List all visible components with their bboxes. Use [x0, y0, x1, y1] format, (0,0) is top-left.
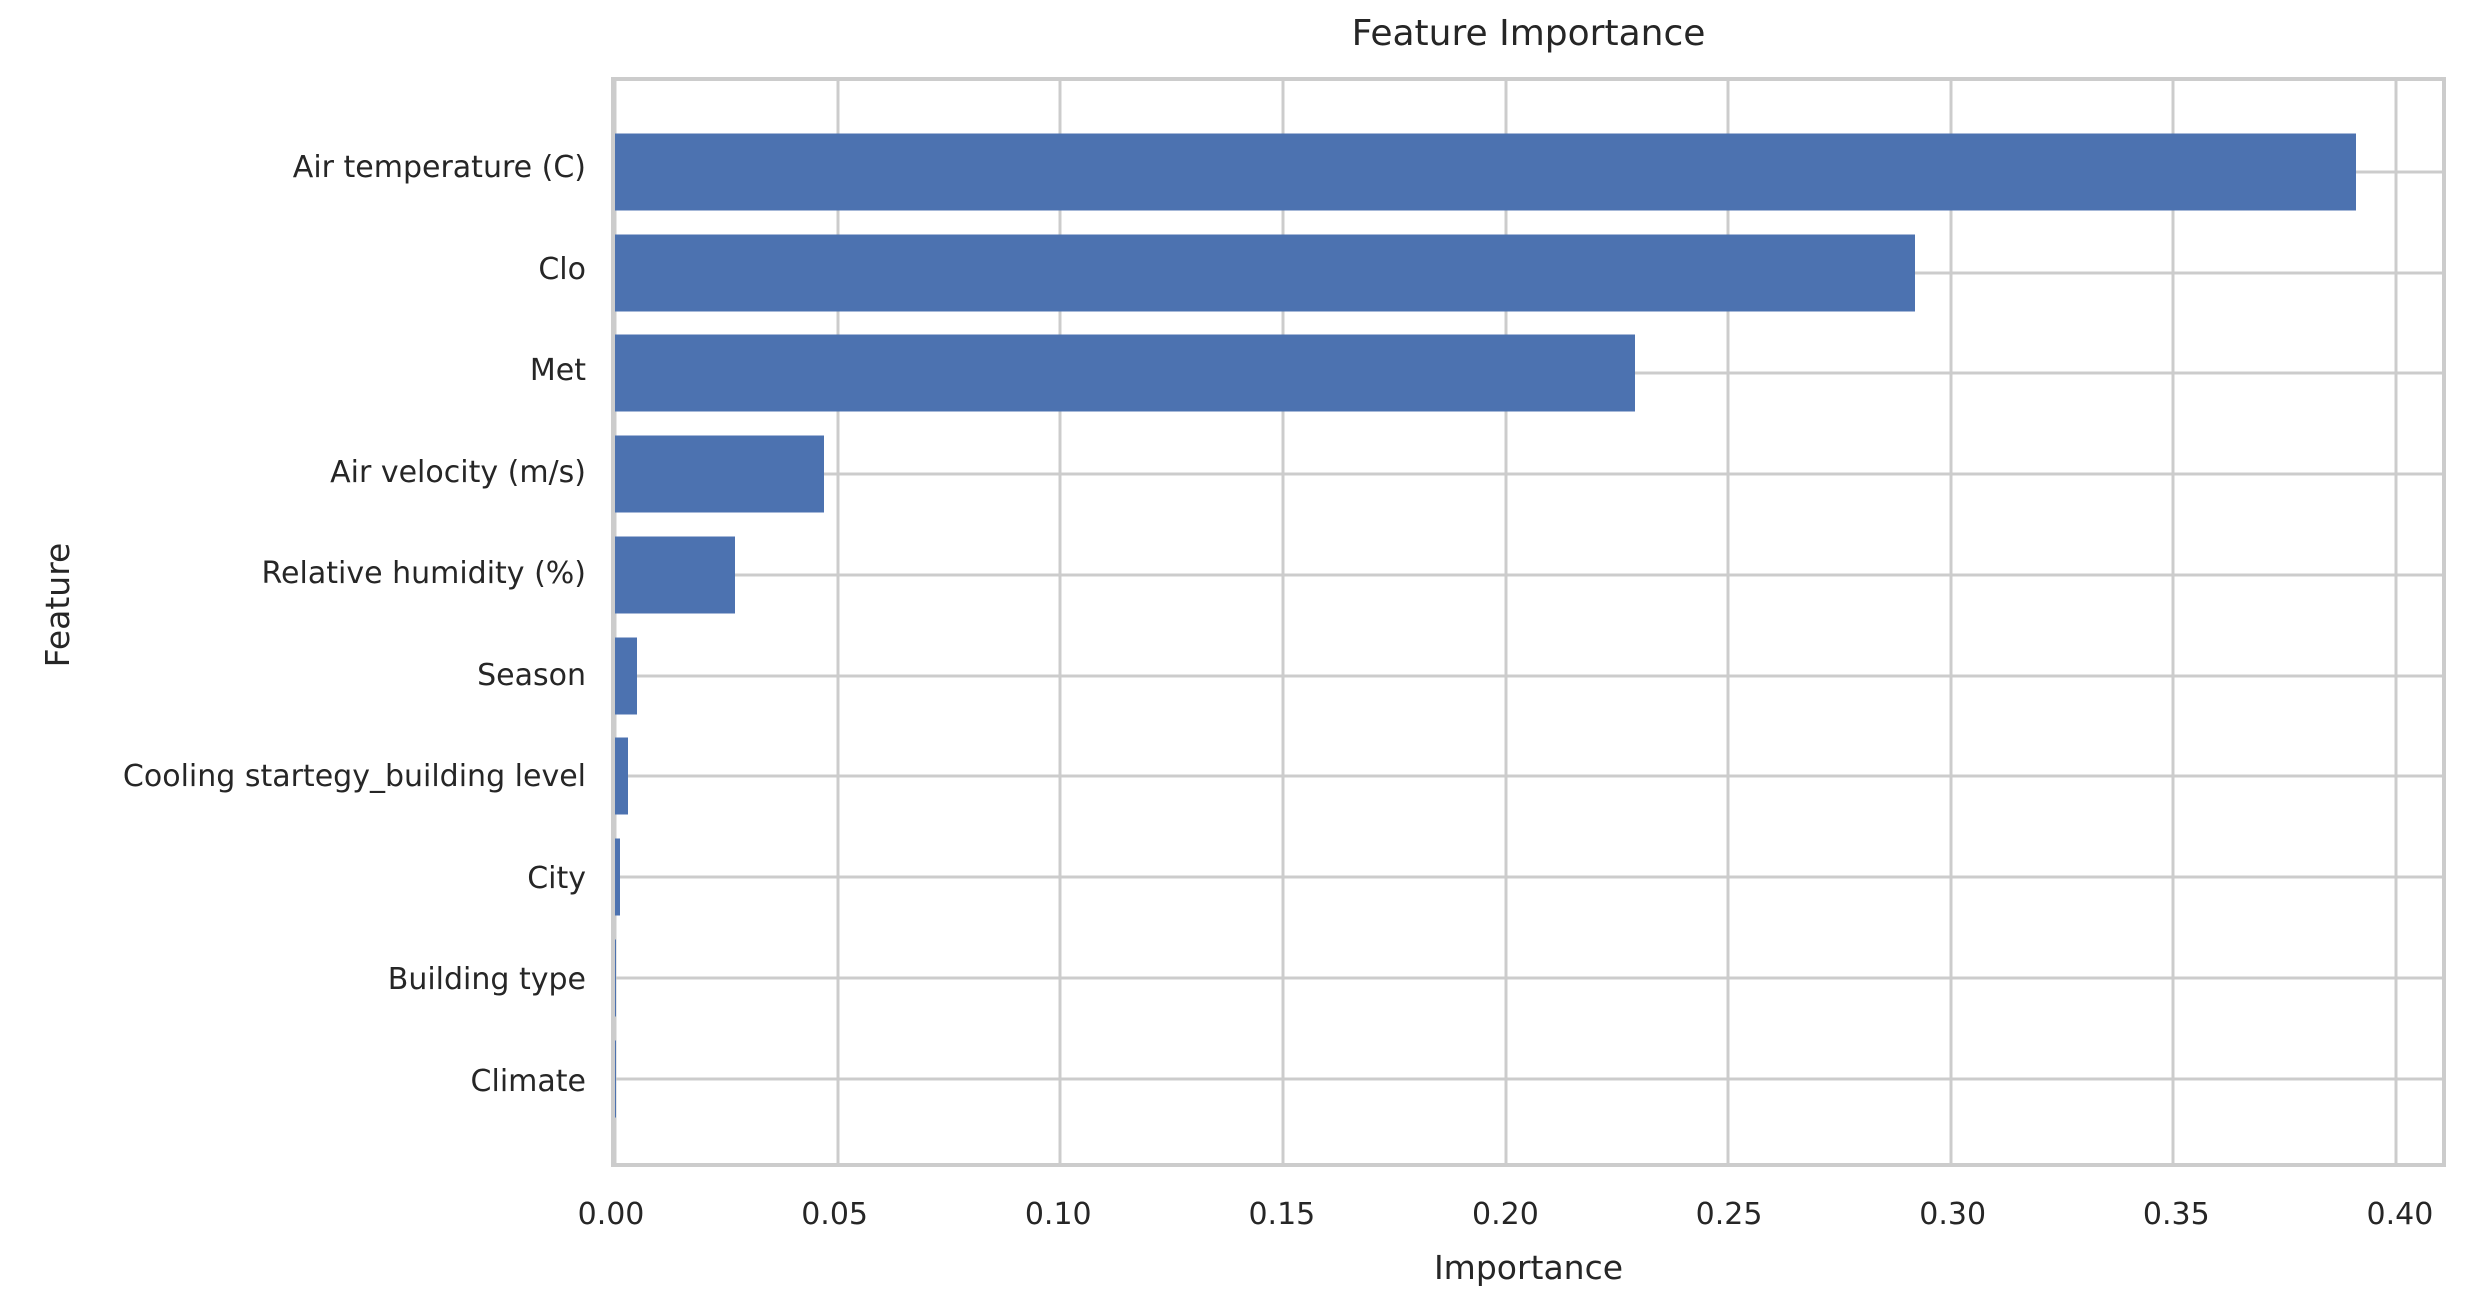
x-tick-label: 0.00	[577, 1197, 645, 1232]
bar-1	[615, 234, 1916, 312]
y-tick-label: Met	[529, 353, 586, 389]
x-tick-label: 0.40	[2366, 1197, 2434, 1232]
bar-8	[615, 939, 616, 1017]
gridline-x-0.15	[1281, 81, 1285, 1163]
y-tick-label: Climate	[470, 1063, 586, 1099]
x-tick-labels: 0.00 0.05 0.10 0.15 0.20 0.25 0.30 0.35 0.40	[578, 1197, 2446, 1240]
bar-5	[615, 637, 638, 715]
x-tick-label: 0.30	[1919, 1197, 1987, 1232]
y-tick-label: Clo	[538, 251, 586, 287]
bar-4	[615, 536, 736, 614]
x-tick-label: 0.20	[1472, 1197, 1539, 1232]
y-tick-label: Season	[477, 657, 586, 693]
y-tick-label: Cooling startegy_building level	[122, 759, 586, 795]
gridline-x-0.30	[1949, 81, 1953, 1163]
gridline-y-4	[615, 573, 2442, 577]
x-tick-label: 0.25	[1695, 1197, 1763, 1232]
y-tick-label: Air velocity (m/s)	[330, 454, 586, 490]
bar-2	[615, 334, 1635, 412]
y-tick-label: Relative humidity (%)	[261, 556, 586, 592]
gridline-y-9	[615, 1077, 2442, 1081]
y-tick-label: Air temperature (C)	[292, 150, 586, 186]
gridline-x-0.35	[2171, 81, 2175, 1163]
x-tick-label: 0.15	[1248, 1197, 1316, 1232]
x-tick-label: 0.10	[1024, 1197, 1092, 1232]
x-tick-label: 0.05	[801, 1197, 869, 1232]
gridline-x-0.00	[613, 81, 617, 1163]
gridline-y-6	[615, 774, 2442, 778]
plot-area	[611, 77, 2446, 1167]
bar-3	[615, 435, 825, 513]
gridline-y-8	[615, 976, 2442, 980]
gridline-y-5	[615, 674, 2442, 678]
gridline-x-0.10	[1058, 81, 1062, 1163]
gridline-y-3	[615, 472, 2442, 476]
bar-6	[615, 737, 629, 815]
gridline-x-0.40	[2394, 81, 2398, 1163]
chart-title: Feature Importance	[1351, 13, 1706, 54]
x-axis-label: Importance	[1433, 1248, 1624, 1287]
gridline-x-0.20	[1504, 81, 1508, 1163]
y-tick-label: City	[527, 860, 586, 896]
y-tick-label: Building type	[387, 962, 586, 998]
x-tick-label: 0.35	[2142, 1197, 2210, 1232]
y-tick-labels: Air temperature (C) Clo Met Air velocity (m…	[0, 77, 586, 1167]
bar-0	[615, 133, 2357, 211]
gridline-y-7	[615, 875, 2442, 879]
gridline-x-0.25	[1726, 81, 1730, 1163]
gridline-x-0.05	[836, 81, 840, 1163]
bar-7	[615, 838, 621, 916]
